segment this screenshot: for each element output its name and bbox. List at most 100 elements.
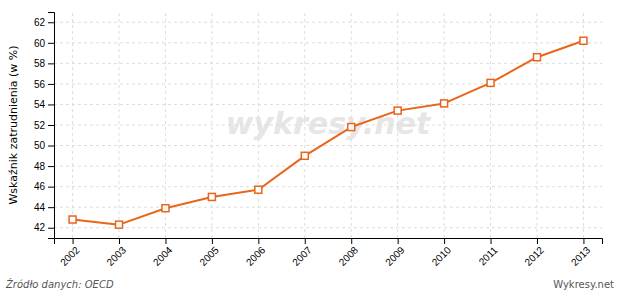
marker bbox=[162, 205, 169, 212]
x-tick: 2004 bbox=[151, 238, 175, 268]
x-tick-mark bbox=[305, 238, 306, 244]
y-tick-mark bbox=[48, 84, 54, 85]
grid-line bbox=[54, 63, 602, 64]
x-tick-label: 2013 bbox=[569, 244, 593, 268]
y-tick: 52 bbox=[34, 120, 54, 131]
x-tick: 2012 bbox=[522, 238, 546, 268]
x-tick-mark bbox=[351, 238, 352, 244]
y-tick: 46 bbox=[34, 181, 54, 192]
x-tick-label: 2007 bbox=[290, 244, 314, 268]
grid-line bbox=[536, 12, 537, 238]
x-tick-label: 2011 bbox=[477, 244, 500, 267]
y-tick-mark bbox=[48, 228, 54, 229]
y-tick-label: 56 bbox=[34, 79, 46, 90]
grid-line bbox=[54, 227, 602, 228]
y-tick-mark bbox=[48, 166, 54, 167]
y-tick: 54 bbox=[34, 99, 54, 110]
y-tick-label: 60 bbox=[34, 38, 46, 49]
y-tick-mark bbox=[48, 63, 54, 64]
y-tick-label: 46 bbox=[34, 181, 46, 192]
y-tick: 62 bbox=[34, 17, 54, 28]
x-tick: 2011 bbox=[477, 238, 500, 267]
x-tick: 2009 bbox=[383, 238, 407, 268]
x-tick-label: 2004 bbox=[151, 244, 175, 268]
x-tick: 2003 bbox=[104, 238, 128, 268]
grid-line bbox=[444, 12, 445, 238]
grid-line bbox=[54, 145, 602, 146]
marker bbox=[301, 152, 308, 159]
x-tick: 2002 bbox=[58, 238, 82, 268]
y-tick: 50 bbox=[34, 140, 54, 151]
y-tick: 60 bbox=[34, 38, 54, 49]
grid bbox=[54, 12, 602, 238]
x-tick-mark bbox=[165, 238, 166, 244]
x-tick-mark bbox=[258, 238, 259, 244]
y-tick: 44 bbox=[34, 202, 54, 213]
x-tick-label: 2002 bbox=[58, 244, 82, 268]
x-tick: 2005 bbox=[197, 238, 221, 268]
chart: wykresy.net20022003200420052006200720082… bbox=[0, 0, 620, 292]
credit-note: Wykresy.net bbox=[553, 279, 614, 290]
grid-line bbox=[119, 12, 120, 238]
y-tick-mark bbox=[48, 125, 54, 126]
y-tick-label: 48 bbox=[34, 161, 46, 172]
x-tick-label: 2003 bbox=[104, 244, 128, 268]
y-tick-label: 54 bbox=[34, 99, 46, 110]
plot-area bbox=[69, 37, 587, 228]
grid-line bbox=[72, 12, 73, 238]
y-tick-label: 42 bbox=[34, 222, 46, 233]
marker bbox=[69, 216, 76, 223]
x-tick-mark bbox=[537, 238, 538, 244]
marker bbox=[487, 79, 494, 86]
source-note: Źródło danych: OECD bbox=[5, 278, 114, 290]
grid-line bbox=[583, 12, 584, 238]
marker bbox=[441, 100, 448, 107]
x-tick-mark bbox=[212, 238, 213, 244]
marker bbox=[533, 54, 540, 61]
grid-line bbox=[54, 186, 602, 187]
y-axis: 42 44 46 48 50 52 54 56 58 60 62 bbox=[34, 13, 55, 239]
grid-line bbox=[397, 12, 398, 238]
marker bbox=[394, 107, 401, 114]
y-tick-label: 50 bbox=[34, 140, 46, 151]
x-tick-mark bbox=[73, 238, 74, 244]
x-tick-mark bbox=[491, 238, 492, 244]
y-tick: 58 bbox=[34, 58, 54, 69]
x-tick-mark bbox=[444, 238, 445, 244]
watermark: wykresy.net bbox=[226, 106, 432, 141]
y-tick-label: 44 bbox=[34, 202, 46, 213]
grid-line bbox=[54, 125, 602, 126]
x-tick-label: 2010 bbox=[430, 244, 454, 268]
y-tick: 56 bbox=[34, 79, 54, 90]
y-tick-mark bbox=[48, 43, 54, 44]
marker bbox=[208, 193, 215, 200]
x-tick-mark bbox=[119, 238, 120, 244]
x-tick-label: 2006 bbox=[244, 244, 268, 268]
x-tick: 2006 bbox=[244, 238, 268, 268]
grid-line bbox=[211, 12, 212, 238]
x-tick: 2008 bbox=[337, 238, 361, 268]
marker bbox=[255, 186, 262, 193]
y-tick-mark bbox=[48, 22, 54, 23]
y-tick: 48 bbox=[34, 161, 54, 172]
x-axis: 2002 2003 2004 2005 2006 2007 2008 2009 2010 2011… bbox=[55, 238, 603, 268]
y-tick-mark bbox=[48, 104, 54, 105]
grid-line bbox=[54, 166, 602, 167]
x-tick-mark bbox=[583, 238, 584, 244]
x-tick-label: 2005 bbox=[197, 244, 221, 268]
grid-line bbox=[54, 22, 602, 23]
y-tick-label: 52 bbox=[34, 120, 46, 131]
x-tick: 2010 bbox=[430, 238, 454, 268]
marker bbox=[116, 221, 123, 228]
y-tick: 42 bbox=[34, 222, 54, 233]
y-axis-line bbox=[48, 13, 55, 239]
x-tick-label: 2012 bbox=[522, 244, 546, 268]
grid-line bbox=[54, 42, 602, 43]
grid-line bbox=[54, 104, 602, 105]
x-tick-label: 2008 bbox=[337, 244, 361, 268]
grid-line bbox=[490, 12, 491, 238]
x-axis-line bbox=[55, 239, 603, 245]
line bbox=[73, 41, 584, 225]
x-tick: 2013 bbox=[569, 238, 593, 268]
y-tick-mark bbox=[48, 146, 54, 147]
